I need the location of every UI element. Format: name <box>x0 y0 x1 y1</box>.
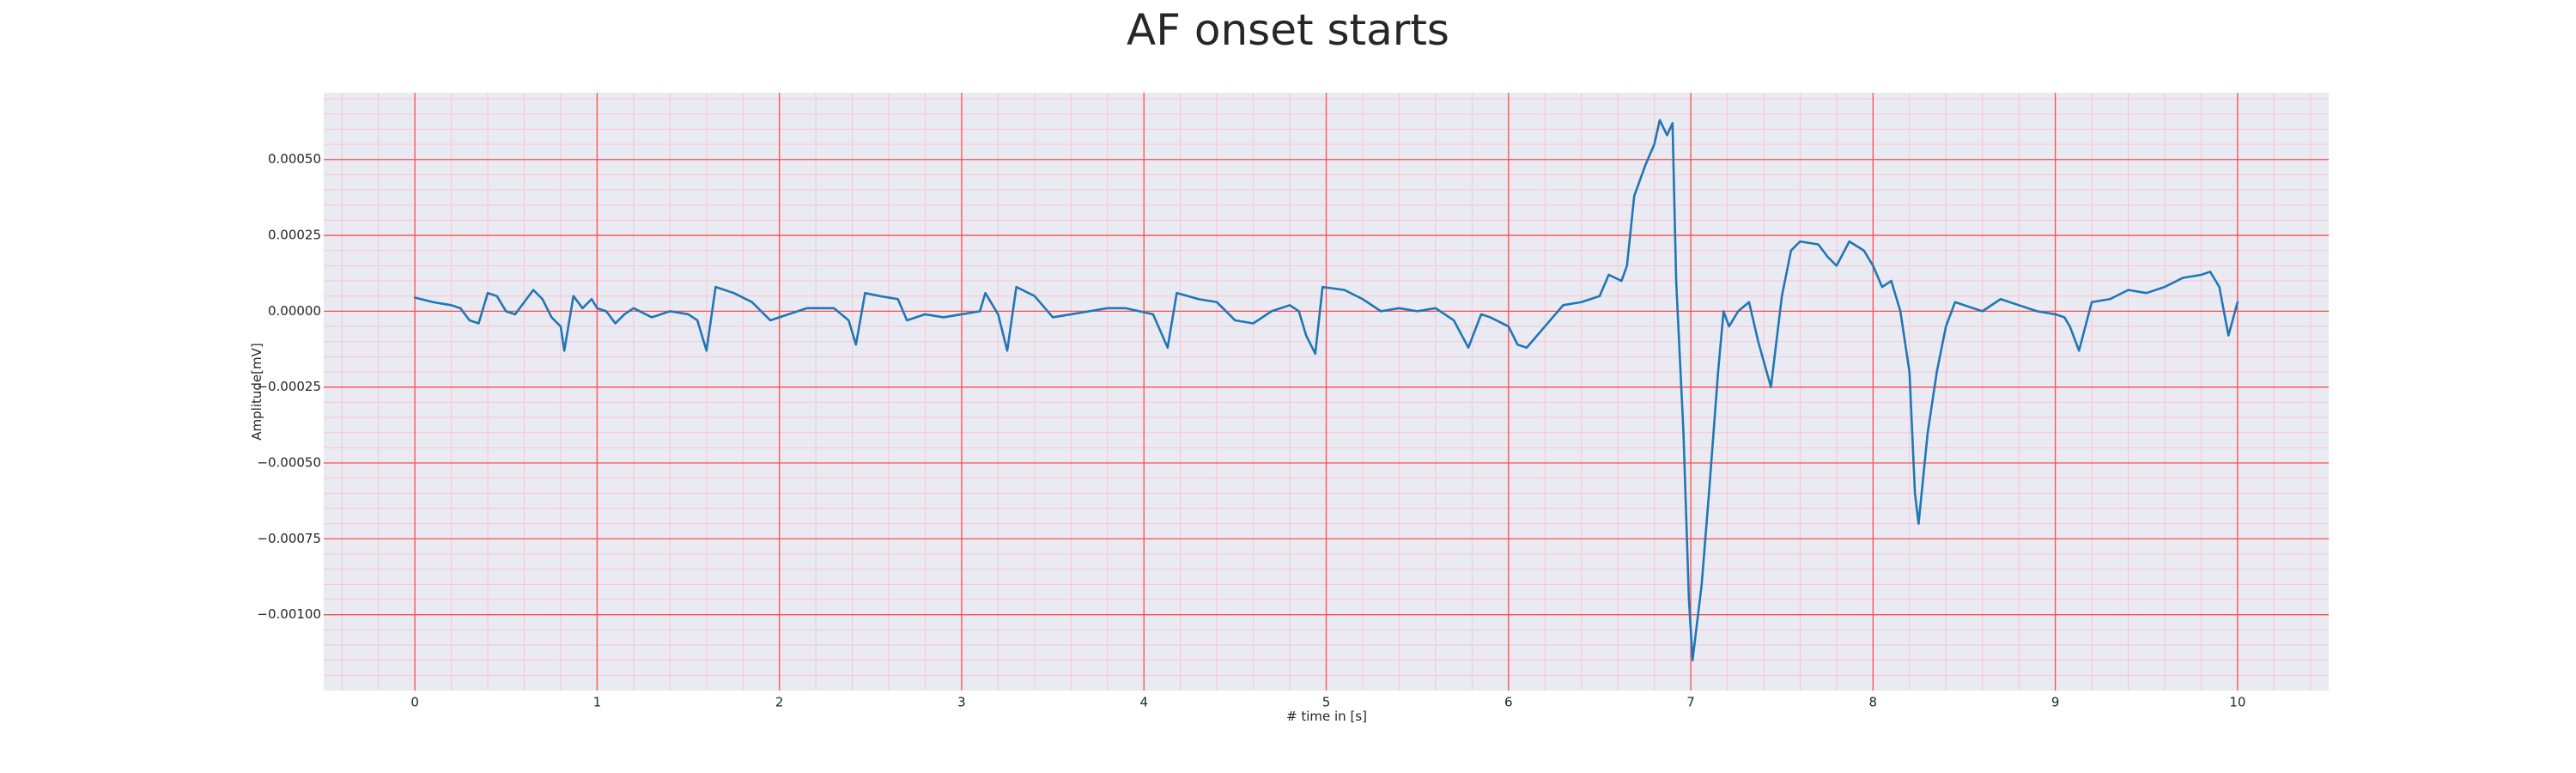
x-tick-label: 3 <box>957 695 966 710</box>
x-tick-label: 1 <box>593 695 602 710</box>
signal-line <box>413 119 2239 661</box>
x-tick-label: 8 <box>1869 695 1878 710</box>
x-tick-label: 10 <box>2229 695 2245 710</box>
y-tick-label: −0.00025 <box>257 379 321 394</box>
y-tick-label: −0.00050 <box>257 455 321 471</box>
y-tick-label: 0.00025 <box>268 228 321 243</box>
y-axis-label: Amplitude[mV] <box>249 343 264 440</box>
y-tick-label: 0.00050 <box>268 151 321 167</box>
y-tick-label: −0.00100 <box>257 606 321 622</box>
x-tick-label: 7 <box>1686 695 1695 710</box>
y-tick-label: 0.00000 <box>268 303 321 319</box>
x-tick-label: 5 <box>1322 695 1331 710</box>
y-tick-label: −0.00075 <box>257 531 321 546</box>
x-axis-label: # time in [s] <box>1286 709 1367 724</box>
x-tick-label: 0 <box>410 695 419 710</box>
x-tick-label: 6 <box>1504 695 1513 710</box>
chart-title: AF onset starts <box>1127 5 1449 55</box>
x-tick-label: 2 <box>775 695 784 710</box>
x-tick-label: 9 <box>2051 695 2060 710</box>
x-tick-label: 4 <box>1139 695 1148 710</box>
